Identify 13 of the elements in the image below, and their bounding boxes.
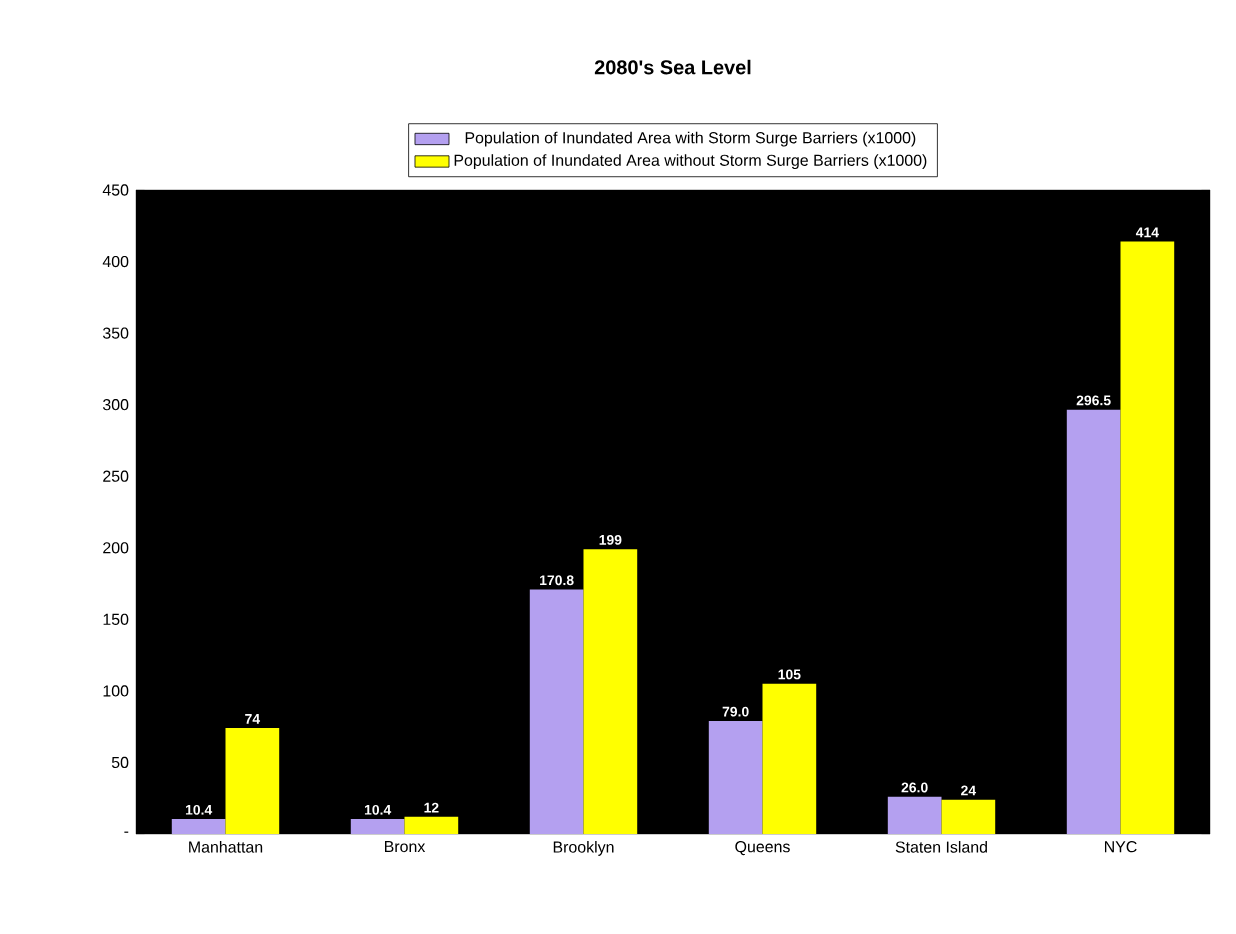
bar — [941, 799, 996, 834]
bar — [708, 720, 763, 834]
bar — [350, 819, 405, 834]
bar — [529, 589, 584, 834]
bar — [404, 816, 459, 834]
bar — [171, 819, 226, 834]
bar — [583, 549, 638, 834]
bar — [762, 683, 817, 834]
bar — [1066, 409, 1121, 834]
bar — [887, 796, 942, 834]
bar — [1120, 241, 1175, 834]
chart-title: 2080's Sea Level — [594, 59, 751, 75]
bar — [225, 728, 280, 834]
